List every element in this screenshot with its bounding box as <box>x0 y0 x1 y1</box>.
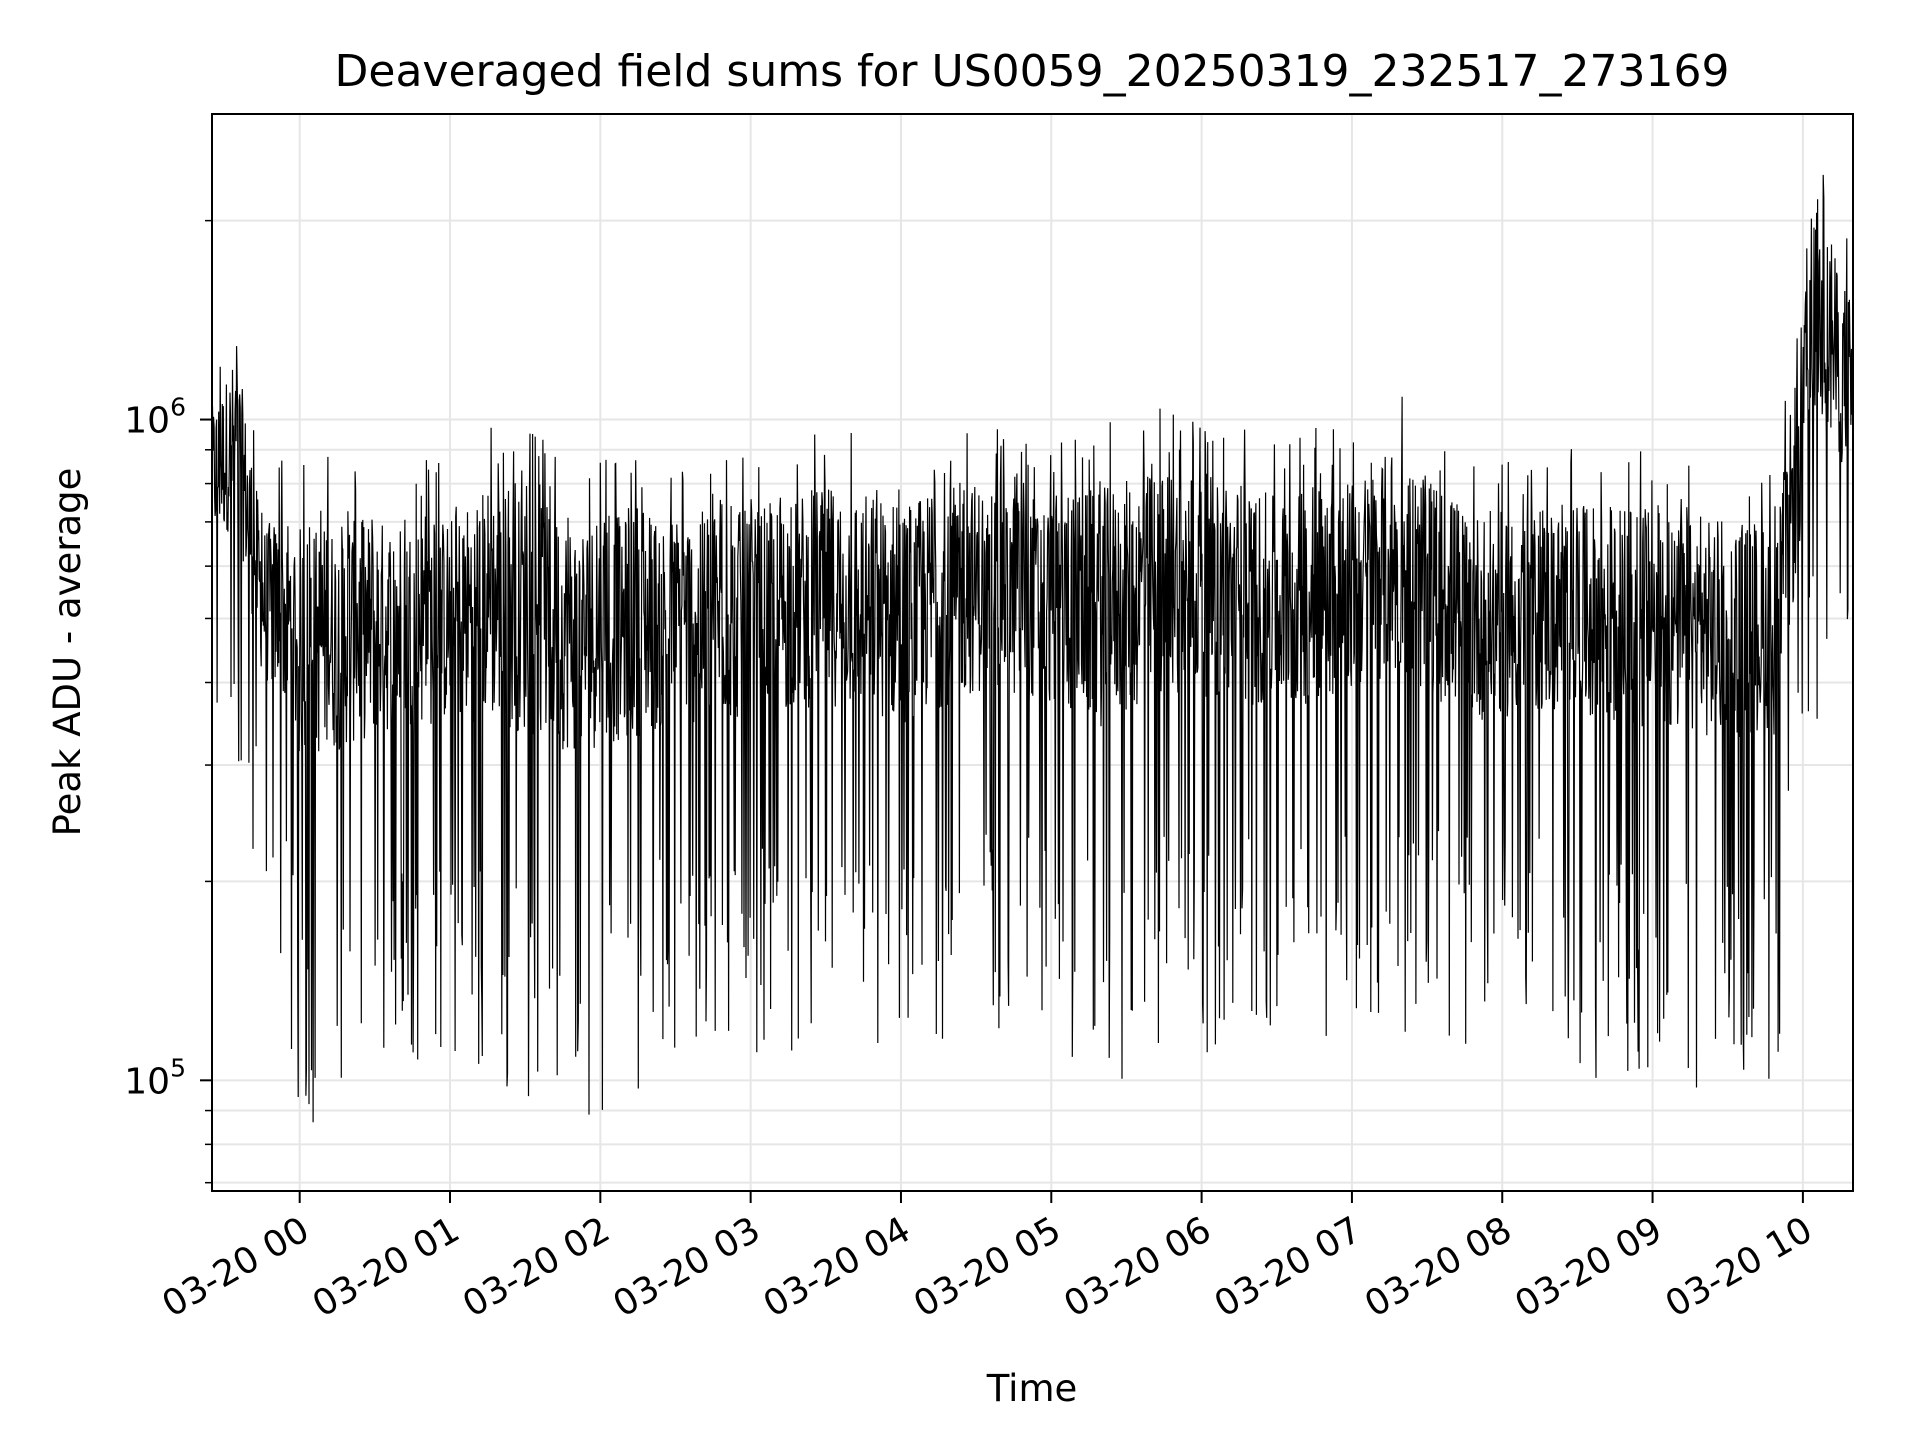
x-tick-label: 03-20 05 <box>907 1209 1068 1325</box>
x-tick-label: 03-20 08 <box>1358 1209 1519 1325</box>
x-axis-label: Time <box>986 1367 1078 1410</box>
x-tick-label: 03-20 00 <box>156 1209 317 1325</box>
plot-frame <box>211 113 1854 1192</box>
series-line <box>212 174 1853 1123</box>
y-tick-base: 10 <box>124 401 170 442</box>
y-tick-label: 105 <box>124 1053 186 1102</box>
y-tick-exponent: 5 <box>170 1053 186 1082</box>
x-tick-label: 03-20 04 <box>757 1209 918 1325</box>
y-tick-label: 106 <box>124 393 186 442</box>
y-axis-label: Peak ADU - average <box>46 468 89 837</box>
x-tick-label: 03-20 06 <box>1057 1209 1218 1325</box>
x-tick-label: 03-20 01 <box>306 1209 467 1325</box>
x-tick-label: 03-20 10 <box>1659 1209 1820 1325</box>
x-tick-label: 03-20 02 <box>456 1209 617 1325</box>
y-tick-base: 10 <box>124 1061 170 1102</box>
plot-area <box>212 174 1853 1123</box>
x-tick-label: 03-20 03 <box>606 1209 767 1325</box>
x-tick-label: 03-20 09 <box>1508 1209 1669 1325</box>
y-tick-exponent: 6 <box>170 393 186 422</box>
x-tick-label: 03-20 07 <box>1208 1209 1369 1325</box>
chart-title: Deaveraged field sums for US0059_2025031… <box>335 46 1730 97</box>
